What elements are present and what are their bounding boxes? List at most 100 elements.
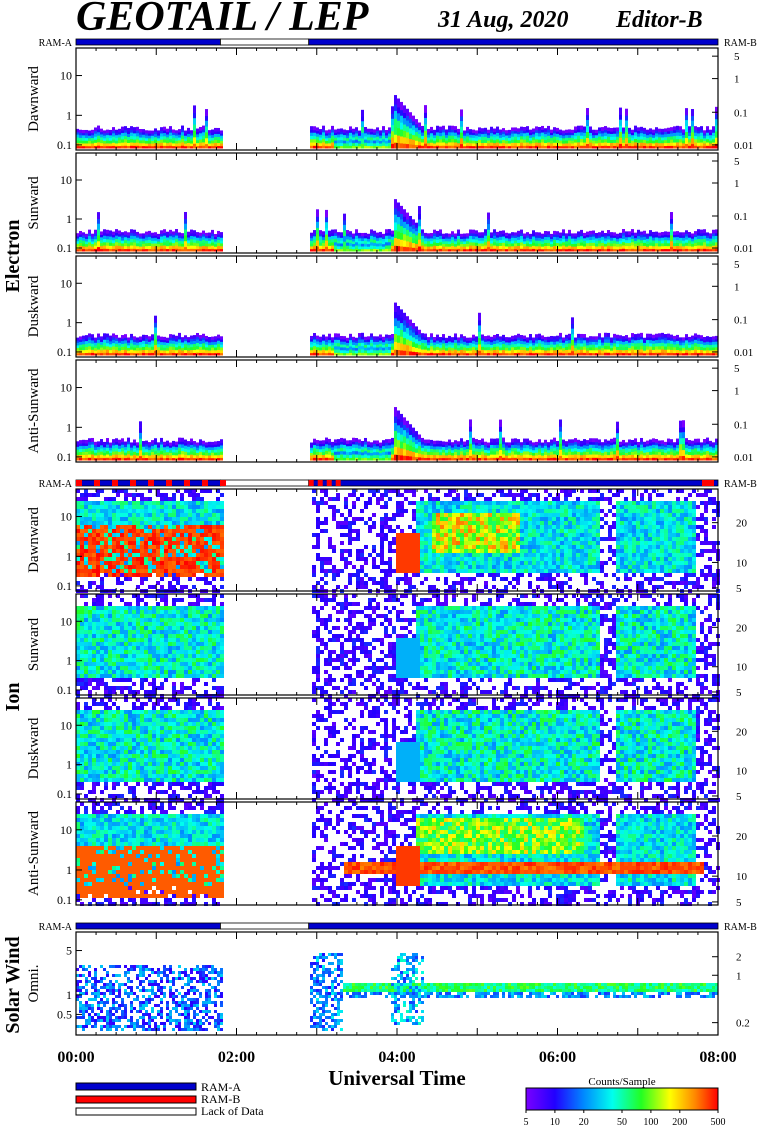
spectrum-cell	[532, 242, 535, 247]
spectrum-cell	[154, 246, 157, 250]
spectrum-cell	[211, 229, 214, 235]
spectrum-cell	[649, 239, 652, 244]
spectrum-cell	[535, 142, 538, 147]
spectrum-cell	[532, 128, 535, 133]
spectrum-cell	[127, 237, 130, 242]
spectrum-cell	[190, 339, 193, 342]
spectrum-cell	[424, 333, 427, 338]
spectrum-cell	[643, 127, 646, 132]
spectrum-cell	[466, 238, 469, 242]
spectrum-cell	[508, 350, 511, 354]
spectrum-cell	[523, 233, 526, 238]
spectrum-cell	[136, 231, 139, 236]
spectrum-cell	[700, 344, 703, 348]
spectrum-cell	[97, 139, 100, 143]
spectrum-cell	[349, 446, 352, 450]
spectrum-cell	[535, 240, 538, 244]
spectrum-cell	[415, 444, 418, 449]
spectrum-cell	[205, 243, 208, 247]
spectrum-cell	[451, 450, 454, 454]
spectrum-cell	[91, 236, 94, 240]
spectrum-cell	[187, 131, 190, 135]
spectrum-cell	[193, 441, 196, 445]
ram-label-right: RAM-B	[724, 38, 757, 49]
spectrum-cell	[631, 349, 634, 354]
spectrum-cell	[220, 133, 223, 137]
spectrum-cell	[319, 455, 322, 459]
spectrum-cell	[103, 346, 106, 351]
spectrum-cell	[700, 239, 703, 243]
spectrum-cell	[511, 235, 514, 239]
spectrum-cell	[355, 438, 358, 443]
spectrum-cell	[715, 347, 718, 351]
spectrum-cell	[172, 338, 175, 342]
spectrum-cell	[166, 246, 169, 250]
spectrum-cell	[628, 340, 631, 344]
spectrum-cell	[361, 109, 364, 118]
spectrum-cell	[571, 137, 574, 142]
spectrum-cell	[703, 245, 706, 250]
spectrum-cell	[676, 125, 679, 131]
spectrum-cell	[397, 320, 400, 329]
spectrum-cell	[457, 353, 460, 356]
spectrum-cell	[523, 451, 526, 456]
spectrum-cell	[166, 353, 169, 356]
spectrum-cell	[496, 246, 499, 250]
spectrum-cell	[430, 145, 433, 149]
spectrum-cell	[442, 458, 445, 461]
spectrum-cell	[352, 347, 355, 351]
spectrum-cell	[85, 129, 88, 134]
spectrum-cell	[484, 127, 487, 132]
spectrum-cell	[130, 340, 133, 344]
spectrum-cell	[208, 235, 211, 239]
spectrum-cell	[340, 444, 343, 449]
spectrum-cell	[418, 329, 421, 335]
spectrum-cell	[649, 131, 652, 135]
spectrum-cell	[139, 347, 142, 351]
spectrum-cell	[208, 130, 211, 134]
spectrum-cell	[667, 240, 670, 244]
spectrum-cell	[655, 130, 658, 134]
spectrum-cell	[358, 448, 361, 453]
spectrum-cell	[487, 219, 490, 225]
spectrum-cell	[109, 453, 112, 457]
spectrum-cell	[427, 353, 430, 356]
spectrum-cell	[184, 454, 187, 459]
spectrum-cell	[148, 236, 151, 241]
spectrum-cell	[427, 243, 430, 248]
spectrum-cell	[655, 133, 658, 138]
spectrum-cell	[349, 455, 352, 459]
spectrum-cell	[682, 232, 685, 237]
spectrum-cell	[598, 131, 601, 135]
spectrum-cell	[196, 445, 199, 449]
spectrum-cell	[523, 246, 526, 250]
spectrum-cell	[427, 238, 430, 242]
spectrum-cell	[418, 141, 421, 146]
spectrum-cell	[361, 440, 364, 445]
spectrum-cell	[703, 336, 706, 341]
spectrum-cell	[520, 126, 523, 132]
spectrum-cell	[493, 245, 496, 250]
spectrum-cell	[103, 245, 106, 250]
spectrum-cell	[85, 454, 88, 459]
spectrum-cell	[382, 342, 385, 346]
spectrum-cell	[478, 457, 481, 461]
spectrum-cell	[580, 337, 583, 341]
spectrum-cell	[499, 455, 502, 461]
spectrum-cell	[328, 248, 331, 252]
spectrum-cell	[196, 140, 199, 144]
spectrum-cell	[637, 343, 640, 347]
spectrum-cell	[673, 142, 676, 147]
spectrum-cell	[310, 455, 313, 459]
spectrum-cell	[595, 137, 598, 142]
spectrum-cell	[634, 337, 637, 341]
spectrum-cell	[142, 129, 145, 133]
spectrum-cell	[445, 241, 448, 245]
spectrum-cell	[334, 242, 337, 247]
spectrum-cell	[619, 232, 622, 237]
spectrum-cell	[322, 458, 325, 461]
spectrum-cell	[394, 208, 397, 216]
spectrum-cell	[385, 457, 388, 461]
spectrum-cell	[160, 127, 163, 132]
spectrum-cell	[637, 131, 640, 135]
